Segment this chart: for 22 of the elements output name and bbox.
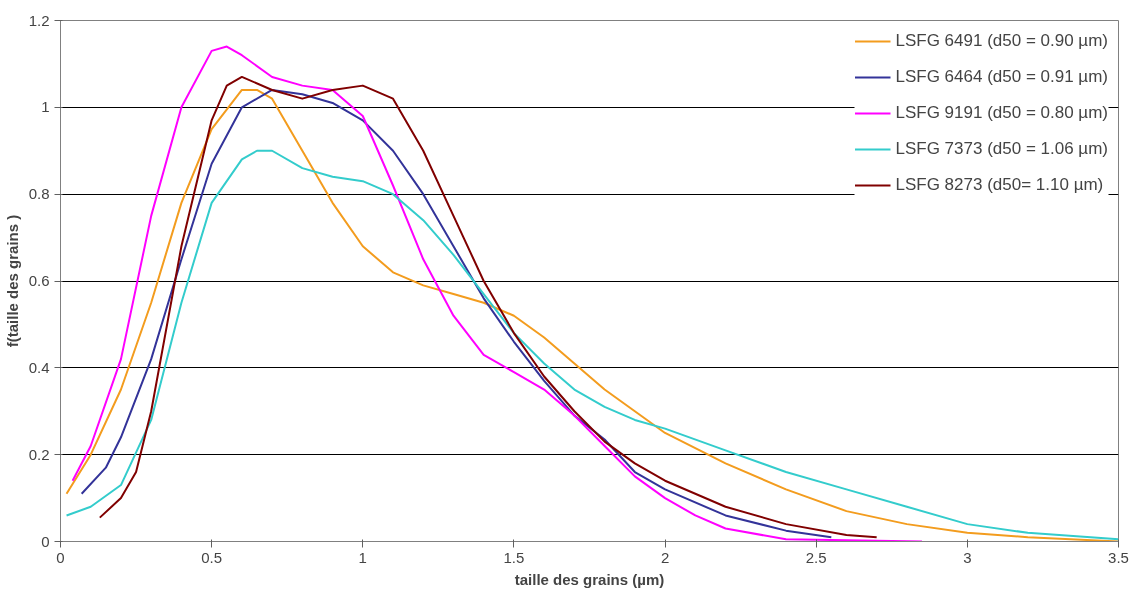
- x-axis-title: taille des grains (µm): [514, 570, 665, 588]
- x-tick-label: 3: [963, 548, 972, 566]
- y-tick-label: 0.8: [28, 185, 50, 203]
- x-tick-label: 0: [56, 548, 65, 566]
- y-tick-label: 1: [41, 98, 50, 116]
- legend-label: LSFG 6464 (d50 = 0.91 µm): [895, 66, 1108, 88]
- y-tick-label: 0.6: [28, 272, 50, 289]
- x-tick-label: 1: [358, 548, 367, 566]
- x-tick-label: 2: [660, 548, 670, 566]
- legend-label: LSFG 8273 (d50= 1.10 µm): [895, 174, 1104, 196]
- legend-label: LSFG 7373 (d50 = 1.06 µm): [895, 138, 1108, 160]
- y-tick-label: 0.2: [28, 445, 50, 463]
- x-tick-label: 0.5: [201, 548, 223, 566]
- x-tick-label: 3.5: [1108, 548, 1129, 566]
- y-tick-label: 1.2: [28, 11, 50, 29]
- x-tick-label: 2.5: [805, 548, 827, 566]
- y-axis-title: f(taille des grains ): [3, 214, 21, 348]
- y-tick-label: 0: [41, 532, 50, 550]
- x-tick-label: 1.5: [503, 548, 525, 566]
- legend-label: LSFG 6491 (d50 = 0.90 µm): [895, 30, 1108, 52]
- y-tick-label: 0.4: [28, 358, 50, 376]
- legend-label: LSFG 9191 (d50 = 0.80 µm): [895, 102, 1108, 124]
